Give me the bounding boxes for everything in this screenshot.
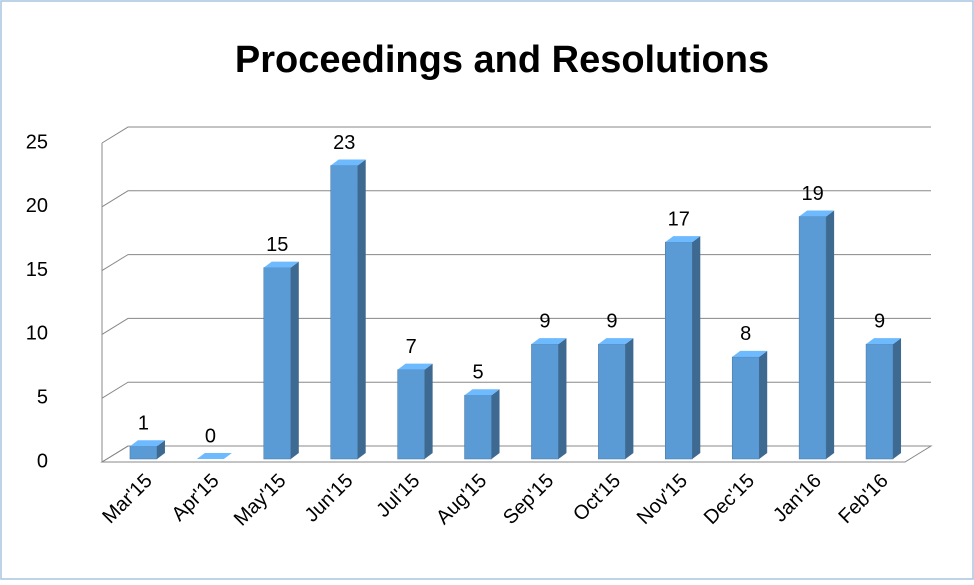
grid-line bbox=[101, 190, 931, 208]
bar-side bbox=[357, 159, 366, 459]
bar-side bbox=[491, 389, 500, 459]
value-label: 9 bbox=[606, 310, 617, 332]
grid-line bbox=[101, 317, 931, 335]
value-label: 9 bbox=[539, 310, 550, 332]
bar-front bbox=[798, 216, 827, 460]
bar-side bbox=[290, 261, 299, 459]
bar-front bbox=[865, 343, 894, 460]
bar-front bbox=[129, 445, 158, 460]
bar bbox=[798, 210, 835, 460]
bar-side bbox=[692, 236, 701, 459]
bar-top bbox=[531, 338, 567, 345]
value-label: 15 bbox=[266, 234, 288, 256]
value-label: 5 bbox=[472, 361, 483, 383]
bar bbox=[129, 440, 165, 460]
bar-front bbox=[464, 394, 492, 460]
bar-top bbox=[799, 210, 835, 217]
bar bbox=[330, 159, 366, 460]
value-label: 8 bbox=[740, 323, 751, 345]
bar-top bbox=[330, 159, 366, 166]
grid-line bbox=[101, 254, 931, 272]
bar-top bbox=[263, 261, 299, 268]
value-label: 7 bbox=[406, 336, 417, 358]
bar-front bbox=[263, 267, 292, 460]
value-label: 1 bbox=[138, 413, 149, 435]
bar-front bbox=[330, 165, 358, 460]
y-tick-label: 20 bbox=[26, 195, 48, 217]
y-tick-label: 5 bbox=[37, 386, 48, 408]
bar-side bbox=[826, 210, 835, 459]
bar-side bbox=[625, 338, 634, 459]
bar-side bbox=[424, 363, 433, 459]
y-tick-label: 15 bbox=[26, 259, 48, 281]
value-label: 23 bbox=[333, 132, 355, 154]
value-label: 0 bbox=[205, 425, 216, 447]
bar-front bbox=[397, 369, 425, 460]
value-label: 19 bbox=[802, 183, 824, 205]
grid-line bbox=[101, 381, 931, 399]
bar-side bbox=[558, 338, 567, 459]
bar-top bbox=[665, 236, 701, 243]
y-tick-label: 25 bbox=[26, 131, 48, 153]
bar bbox=[397, 363, 433, 460]
bar-top bbox=[196, 453, 232, 459]
bar bbox=[731, 350, 768, 460]
bar-front bbox=[665, 241, 693, 460]
bar-front bbox=[731, 356, 760, 460]
bar-side bbox=[156, 440, 165, 459]
value-label: 17 bbox=[668, 208, 690, 230]
bar bbox=[865, 338, 902, 460]
bar bbox=[598, 338, 634, 460]
bar-top bbox=[129, 440, 165, 447]
grid-line bbox=[101, 126, 931, 144]
bar-top bbox=[732, 350, 768, 357]
bar bbox=[464, 389, 500, 460]
chart-title: Proceedings and Resolutions bbox=[235, 39, 769, 81]
bar bbox=[196, 453, 232, 459]
bar bbox=[531, 338, 567, 460]
bar-front bbox=[598, 343, 626, 460]
bar-top bbox=[464, 389, 500, 396]
bar-top bbox=[866, 338, 902, 345]
bar bbox=[665, 236, 701, 460]
bar-side bbox=[759, 350, 768, 459]
bar-front bbox=[531, 343, 559, 460]
bar bbox=[263, 261, 299, 460]
y-tick-label: 0 bbox=[37, 450, 48, 472]
value-label: 9 bbox=[874, 310, 885, 332]
grid-line bbox=[101, 445, 931, 463]
bar-side bbox=[893, 338, 902, 459]
y-tick-label: 10 bbox=[26, 323, 48, 345]
bar-top bbox=[397, 363, 433, 370]
bar-top bbox=[598, 338, 634, 345]
